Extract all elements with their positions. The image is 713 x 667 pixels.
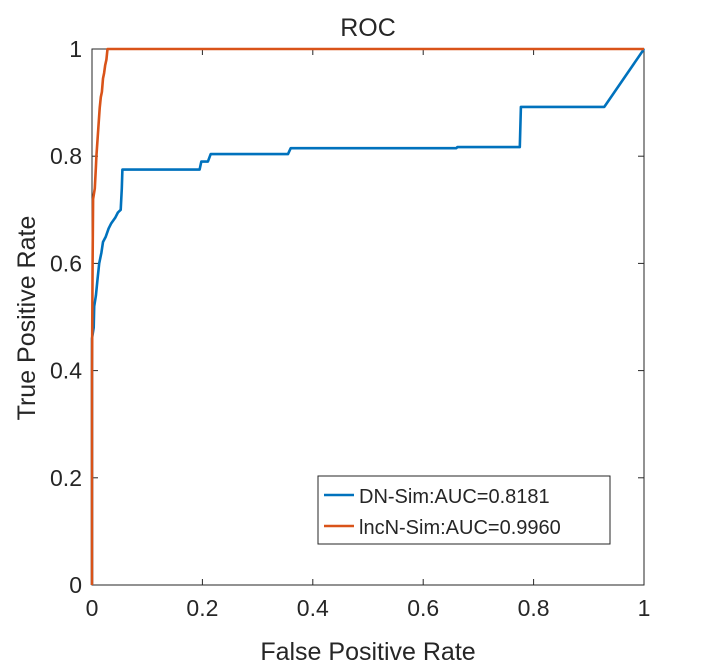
series-layer [90, 47, 646, 585]
legend-label-1: lncN-Sim:AUC=0.9960 [359, 517, 561, 539]
x-tick-label: 0.4 [297, 595, 329, 621]
y-tick-label: 1 [69, 36, 82, 62]
legend: DN-Sim:AUC=0.8181 lncN-Sim:AUC=0.9960 [317, 475, 611, 545]
y-tick-label: 0.6 [50, 250, 82, 276]
x-tick-label: 0.2 [186, 595, 218, 621]
y-tick-label: 0 [69, 572, 82, 598]
legend-box [317, 475, 611, 545]
legend-label-0: DN-Sim:AUC=0.8181 [359, 486, 550, 508]
chart-title: ROC [340, 14, 396, 42]
x-tick-label: 1 [638, 595, 651, 621]
x-tick-label: 0 [86, 595, 99, 621]
x-tick-label: 0.8 [518, 595, 550, 621]
series-line-0 [90, 48, 646, 585]
y-tick-label: 0.2 [50, 465, 82, 491]
x-tick-label: 0.6 [407, 595, 439, 621]
x-axis-title: False Positive Rate [260, 638, 475, 666]
y-ticks: 0 0.2 0.4 0.6 0.8 1 [50, 36, 644, 598]
y-tick-label: 0.4 [50, 358, 82, 384]
x-ticks: 0 0.2 0.4 0.6 0.8 1 [86, 49, 651, 621]
y-tick-label: 0.8 [50, 143, 82, 169]
y-axis-title: True Positive Rate [13, 216, 41, 421]
series-line-1 [90, 47, 644, 585]
